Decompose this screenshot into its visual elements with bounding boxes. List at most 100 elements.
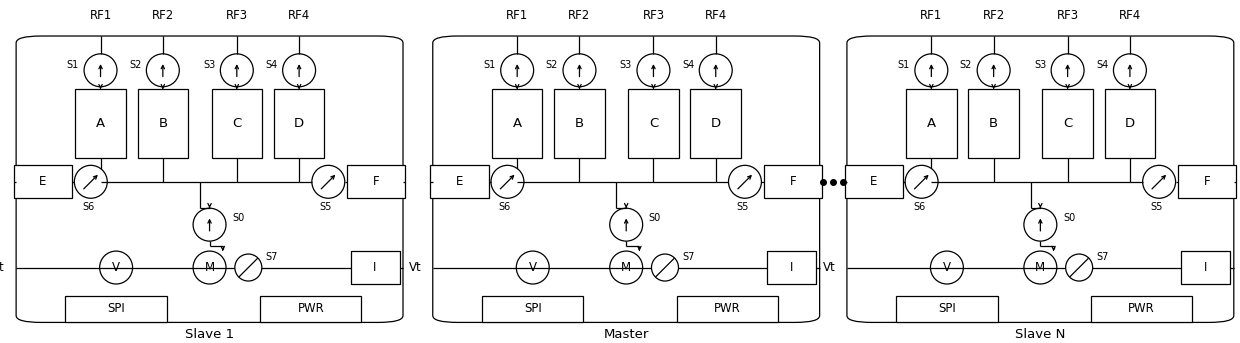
Text: RF3: RF3 [642, 9, 665, 22]
Bar [430, 165, 489, 198]
Ellipse shape [915, 54, 947, 87]
Bar [492, 89, 542, 158]
Bar [66, 296, 166, 322]
Text: E: E [40, 175, 47, 188]
Text: S5: S5 [1151, 202, 1163, 212]
Text: S5: S5 [320, 202, 332, 212]
Text: PWR: PWR [1128, 302, 1154, 315]
Ellipse shape [311, 165, 345, 198]
Bar [482, 296, 583, 322]
Text: RF4: RF4 [704, 9, 727, 22]
Text: V: V [942, 261, 951, 274]
Bar [76, 89, 125, 158]
Text: S1: S1 [484, 60, 496, 70]
Text: RF1: RF1 [506, 9, 528, 22]
Text: V: V [528, 261, 537, 274]
Ellipse shape [84, 54, 117, 87]
Bar [554, 89, 605, 158]
Bar [906, 89, 956, 158]
Text: F: F [1204, 175, 1210, 188]
Bar [844, 165, 903, 198]
Text: S1: S1 [67, 60, 79, 70]
Bar [629, 89, 678, 158]
Text: S2: S2 [129, 60, 141, 70]
Bar [14, 165, 72, 198]
FancyBboxPatch shape [433, 36, 820, 322]
Ellipse shape [234, 254, 262, 281]
Text: S1: S1 [898, 60, 910, 70]
Ellipse shape [930, 251, 963, 284]
Ellipse shape [1114, 54, 1146, 87]
Text: SPI: SPI [937, 302, 956, 315]
Text: V: V [112, 261, 120, 274]
Bar [274, 89, 325, 158]
Ellipse shape [699, 54, 732, 87]
Text: RF2: RF2 [151, 9, 174, 22]
Text: RF3: RF3 [226, 9, 248, 22]
Ellipse shape [563, 54, 596, 87]
Text: S5: S5 [737, 202, 749, 212]
Text: Vt: Vt [823, 261, 836, 274]
Ellipse shape [501, 54, 533, 87]
Text: S3: S3 [203, 60, 216, 70]
Text: RF2: RF2 [568, 9, 590, 22]
Text: I: I [790, 261, 794, 274]
Text: S2: S2 [960, 60, 972, 70]
Bar [897, 296, 997, 322]
Text: Slave N: Slave N [1016, 328, 1065, 341]
Ellipse shape [146, 54, 180, 87]
Text: S7: S7 [1096, 252, 1109, 262]
FancyBboxPatch shape [16, 36, 403, 322]
Text: PWR: PWR [714, 302, 740, 315]
Text: RF1: RF1 [89, 9, 112, 22]
Text: Slave 1: Slave 1 [185, 328, 234, 341]
Text: RF4: RF4 [1118, 9, 1141, 22]
Bar [1105, 89, 1156, 158]
Text: SPI: SPI [107, 302, 125, 315]
Text: D: D [1125, 117, 1135, 130]
Text: I: I [1204, 261, 1208, 274]
Text: M: M [205, 261, 215, 274]
Text: S6: S6 [913, 202, 925, 212]
Ellipse shape [221, 54, 253, 87]
Ellipse shape [637, 54, 670, 87]
Text: M: M [1035, 261, 1045, 274]
Text: Master: Master [604, 328, 649, 341]
Text: C: C [649, 117, 658, 130]
Ellipse shape [1052, 54, 1084, 87]
Bar [768, 251, 816, 284]
Text: RF3: RF3 [1056, 9, 1079, 22]
Text: B: B [990, 117, 998, 130]
Text: B: B [159, 117, 167, 130]
Text: F: F [790, 175, 796, 188]
Ellipse shape [1065, 254, 1092, 281]
Text: S6: S6 [498, 202, 511, 212]
Ellipse shape [610, 251, 642, 284]
Text: A: A [512, 117, 522, 130]
Ellipse shape [977, 54, 1011, 87]
Ellipse shape [491, 165, 525, 198]
Bar [212, 89, 262, 158]
Text: S4: S4 [265, 60, 278, 70]
Text: S7: S7 [265, 252, 278, 262]
Ellipse shape [99, 251, 133, 284]
Text: D: D [711, 117, 720, 130]
Text: SPI: SPI [523, 302, 542, 315]
Text: S2: S2 [546, 60, 558, 70]
Text: A: A [926, 117, 936, 130]
Ellipse shape [610, 208, 642, 241]
Ellipse shape [728, 165, 761, 198]
Text: B: B [575, 117, 584, 130]
Text: S0: S0 [232, 213, 244, 223]
Text: S0: S0 [649, 213, 661, 223]
Ellipse shape [193, 251, 226, 284]
Text: I: I [373, 261, 377, 274]
Text: RF1: RF1 [920, 9, 942, 22]
Text: C: C [232, 117, 242, 130]
Text: S4: S4 [1096, 60, 1109, 70]
Text: S7: S7 [682, 252, 694, 262]
FancyBboxPatch shape [847, 36, 1234, 322]
Text: S3: S3 [1034, 60, 1047, 70]
Text: Vt: Vt [0, 261, 5, 274]
Text: RF2: RF2 [982, 9, 1004, 22]
